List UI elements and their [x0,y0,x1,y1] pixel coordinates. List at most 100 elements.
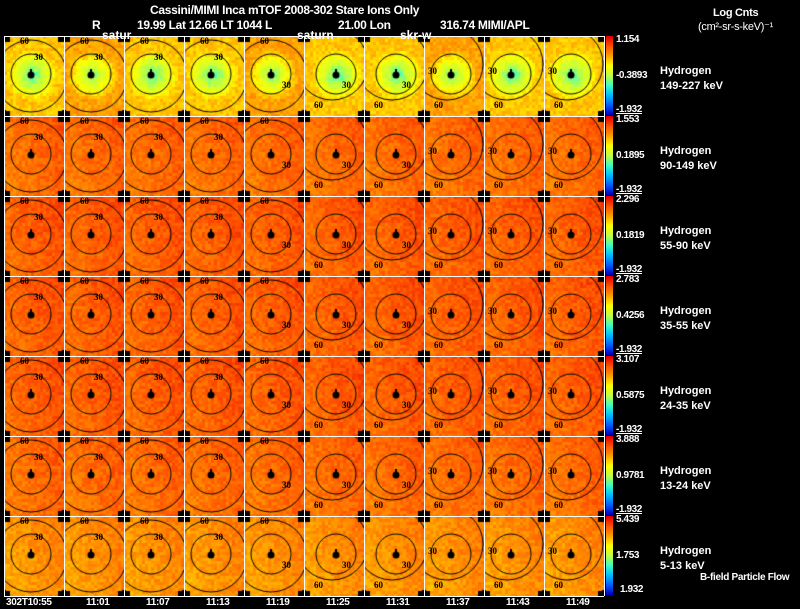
colorbar-max-label: 2.783 [616,274,640,285]
contour-label-60: 60 [140,436,149,446]
contour-label-30: 30 [428,546,437,556]
grid-divider [124,36,125,596]
heatmap-image [64,436,124,516]
contour-label-60: 60 [554,260,563,270]
grid-divider [64,36,65,596]
heatmap-panel: 30 60 [484,356,544,436]
contour-label-60: 60 [140,36,149,46]
contour-label-30: 30 [548,466,557,476]
heatmap-image [304,196,364,276]
energy-range-label: 24-35 keV [660,400,711,412]
contour-label-30: 30 [154,52,163,62]
heatmap-panel: 30 60 [304,436,364,516]
colorbar-min-label: -1.932 [616,424,642,435]
heatmap-image [304,516,364,596]
heatmap-image [184,436,244,516]
heatmap-image [64,196,124,276]
units-line-2: (cm²-sr-s-keV)⁻¹ [698,21,773,33]
contour-label-30: 30 [548,226,557,236]
energy-range-label: 5-13 keV [660,560,705,572]
colorbar-mid-label: 0.1895 [616,150,645,161]
heatmap-panel: 30 60 [364,36,424,116]
contour-label-60: 60 [140,116,149,126]
heatmap-image [484,516,544,596]
colorbar [606,356,613,435]
contour-label-60: 60 [20,516,29,526]
colorbar-min-label: -1.932 [616,184,642,195]
contour-label-60: 60 [314,340,323,350]
contour-label-30: 30 [34,532,43,542]
heatmap-image [244,356,304,436]
contour-label-60: 60 [374,260,383,270]
heatmap-image [544,116,604,196]
heatmap-image [4,356,64,436]
species-label: Hydrogen [660,65,712,77]
colorbar [606,276,613,355]
contour-label-30: 30 [428,146,437,156]
contour-label-60: 60 [554,340,563,350]
species-label: Hydrogen [660,305,712,317]
contour-label-60: 60 [20,116,29,126]
contour-label-60: 60 [260,516,269,526]
species-label: Hydrogen [660,465,712,477]
contour-label-30: 30 [402,240,411,250]
heatmap-panel: 30 60 [184,276,244,356]
heatmap-panel: 30 60 [244,36,304,116]
colorbar [606,196,613,275]
contour-label-60: 60 [200,36,209,46]
heatmap-panel: 30 60 [184,356,244,436]
heatmap-image [424,36,484,116]
heatmap-image [244,116,304,196]
contour-label-30: 30 [34,52,43,62]
heatmap-panel: 30 60 [424,516,484,596]
heatmap-panel: 30 60 [484,516,544,596]
heatmap-image [304,436,364,516]
heatmap-panel: 30 60 [304,356,364,436]
contour-label-30: 30 [548,546,557,556]
heatmap-panel: 30 60 [184,196,244,276]
heatmap-panel: 30 60 [4,196,64,276]
energy-range-label: 55-90 keV [660,240,711,252]
colorbar-max-label: 3.888 [616,434,640,445]
heatmap-panel: 30 60 [484,196,544,276]
energy-range-label: 35-55 keV [660,320,711,332]
heatmap-panel: 30 60 [544,36,604,116]
contour-label-60: 60 [20,36,29,46]
contour-label-30: 30 [214,372,223,382]
heatmap-image [544,516,604,596]
contour-label-60: 60 [434,420,443,430]
heatmap-image [544,356,604,436]
heatmap-image [124,356,184,436]
heatmap-panel: 30 60 [304,36,364,116]
heatmap-panel: 30 60 [304,196,364,276]
heatmap-panel: 30 60 [4,356,64,436]
x-tick-label: 11:43 [506,597,530,608]
heatmap-panel: 30 60 [184,36,244,116]
contour-label-30: 30 [214,452,223,462]
contour-label-60: 60 [200,276,209,286]
heatmap-panel: 30 60 [544,436,604,516]
heatmap-panel: 30 60 [364,356,424,436]
heatmap-panel: 30 60 [364,276,424,356]
heatmap-image [4,196,64,276]
colorbar-max-label: 3.107 [616,354,640,365]
contour-label-60: 60 [140,356,149,366]
heatmap-image [424,356,484,436]
contour-label-30: 30 [282,320,291,330]
contour-label-60: 60 [494,500,503,510]
heatmap-panel: 30 60 [364,196,424,276]
grid-divider [484,36,485,596]
heatmap-panel: 30 60 [4,516,64,596]
heatmap-image [364,116,424,196]
contour-label-30: 30 [94,52,103,62]
contour-label-60: 60 [200,356,209,366]
contour-label-60: 60 [314,500,323,510]
contour-label-30: 30 [488,146,497,156]
heatmap-panel: 30 60 [4,276,64,356]
heatmap-image [484,436,544,516]
contour-label-30: 30 [34,452,43,462]
contour-label-30: 30 [402,560,411,570]
grid-divider [544,36,545,596]
contour-label-60: 60 [80,356,89,366]
contour-label-30: 30 [342,560,351,570]
